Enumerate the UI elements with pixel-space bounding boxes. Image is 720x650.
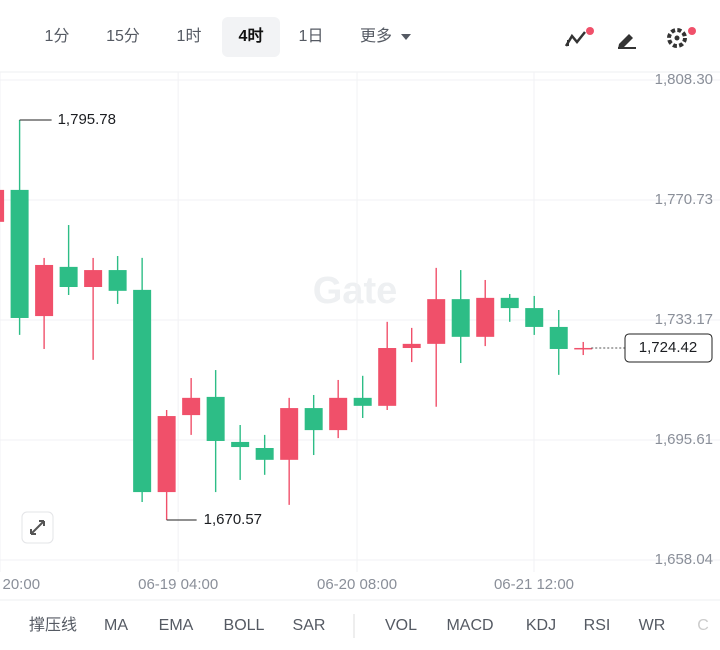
candle-body	[304, 408, 323, 431]
candle-body	[108, 270, 127, 291]
x-tick-label: 06-17 20:00	[0, 576, 40, 593]
indicator-icon[interactable]	[564, 27, 594, 47]
indicator-tab[interactable]: MACD	[446, 617, 493, 634]
candle-body	[402, 343, 421, 349]
y-tick-label: 1,808.30	[655, 71, 713, 88]
indicator-tab[interactable]: MA	[104, 617, 128, 634]
indicator-tab[interactable]: VOL	[385, 617, 417, 634]
candle-body	[255, 448, 274, 460]
candle-body	[35, 264, 54, 317]
timeframe-tab[interactable]: 4时	[239, 27, 264, 45]
candle-body	[280, 408, 299, 460]
y-tick-label: 1,658.04	[655, 551, 713, 568]
indicator-tab[interactable]: C	[697, 617, 709, 634]
timeframe-tab[interactable]: 更多	[360, 27, 392, 45]
timeframe-tab[interactable]: 15分	[106, 27, 140, 45]
expand-button[interactable]	[21, 511, 54, 544]
indicator-tab[interactable]: WR	[639, 617, 666, 634]
x-tick-label: 06-21 12:00	[494, 576, 574, 593]
last-price-label: 1,724.42	[639, 339, 697, 356]
candles	[0, 119, 593, 520]
candle-body	[427, 299, 446, 344]
y-tick-label: 1,770.73	[655, 191, 713, 208]
x-tick-label: 06-20 08:00	[317, 576, 397, 593]
y-tick-label: 1,695.61	[655, 431, 713, 448]
candle-body	[329, 397, 348, 431]
candle-body	[378, 348, 397, 406]
indicator-tab[interactable]: RSI	[584, 617, 611, 634]
settings-icon[interactable]	[667, 27, 696, 48]
candle-body	[500, 297, 519, 309]
candle-body	[59, 266, 78, 288]
candle-body	[353, 397, 372, 406]
y-tick-label: 1,733.17	[655, 311, 713, 328]
candle-body	[549, 326, 568, 349]
indicator-tab[interactable]: EMA	[159, 617, 194, 634]
timeframe-tab[interactable]: 1分	[45, 27, 70, 45]
candle-body	[451, 299, 470, 337]
indicator-tab[interactable]: KDJ	[526, 617, 556, 634]
watermark: Gate	[313, 270, 397, 312]
candle-body	[0, 189, 5, 222]
candle-body	[157, 416, 176, 493]
draw-icon[interactable]	[618, 34, 636, 49]
x-tick-label: 06-19 04:00	[138, 576, 218, 593]
candle-body	[231, 441, 250, 448]
dropdown-caret[interactable]	[401, 34, 411, 40]
timeframe-tab[interactable]: 1日	[299, 28, 324, 45]
candle-body	[84, 270, 103, 288]
indicator-tab[interactable]: SAR	[293, 617, 326, 634]
candle-body	[133, 289, 152, 493]
indicator-tab[interactable]: 撑压线	[29, 616, 77, 634]
candle-body	[525, 308, 544, 327]
active-tab-bg	[222, 17, 280, 57]
candle-body	[206, 396, 225, 441]
timeframe-tab[interactable]: 1时	[177, 27, 202, 45]
candle-body	[10, 189, 29, 318]
candle-body	[574, 347, 593, 350]
candle-body	[476, 297, 495, 337]
candle-body	[182, 397, 201, 416]
last-price-box	[624, 333, 713, 363]
high-label: 1,795.78	[58, 111, 116, 128]
low-label: 1,670.57	[204, 511, 262, 528]
indicator-tab[interactable]: BOLL	[224, 617, 265, 634]
